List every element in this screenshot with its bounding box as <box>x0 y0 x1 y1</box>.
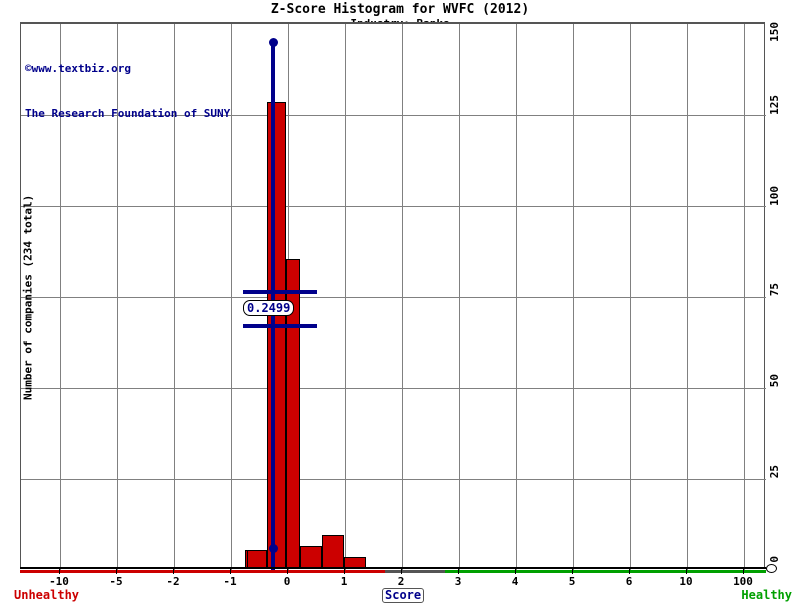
x-tick-label: -5 <box>109 575 123 588</box>
gridline-horizontal <box>21 388 766 389</box>
histogram-bar <box>267 102 286 568</box>
x-tick-label: 0 <box>283 575 291 588</box>
score-marker-dot-top <box>268 38 278 47</box>
x-tick <box>173 569 174 574</box>
x-tick <box>401 569 402 574</box>
plot-area: Number of companies (234 total) ©www.tex… <box>20 22 766 570</box>
x-tick <box>515 569 516 574</box>
y-tick-label: 75 <box>768 283 781 297</box>
gridline-horizontal <box>21 297 766 298</box>
x-tick <box>572 569 573 574</box>
histogram-bar <box>300 546 322 568</box>
score-marker-dot-bottom <box>268 544 278 553</box>
x-tick <box>629 569 630 574</box>
score-whisker-upper <box>243 290 317 294</box>
histogram-bar <box>322 535 344 568</box>
x-axis-title: Score <box>382 588 425 603</box>
gridline-horizontal <box>21 115 766 116</box>
axis-strip-unhealthy <box>20 570 385 573</box>
x-tick-label: 3 <box>454 575 462 588</box>
x-tick <box>344 569 345 574</box>
credits-block: ©www.textbiz.org The Research Foundation… <box>25 31 230 151</box>
axis-strip-healthy <box>445 570 766 573</box>
x-tick-label: 1 <box>340 575 348 588</box>
healthy-label: Healthy <box>741 588 792 602</box>
x-axis-line <box>20 567 766 569</box>
y-tick-label: 150 <box>768 22 781 42</box>
x-tick <box>458 569 459 574</box>
y-tick-label: 100 <box>768 186 781 206</box>
axis-end-marker <box>766 564 777 573</box>
gridline-horizontal <box>21 479 766 480</box>
score-whisker-lower <box>243 324 317 328</box>
histogram-bar <box>247 550 267 568</box>
x-tick <box>743 569 744 574</box>
x-tick-label: -10 <box>49 575 69 588</box>
x-tick <box>686 569 687 574</box>
x-tick-label: 6 <box>625 575 633 588</box>
x-tick-label: 5 <box>568 575 576 588</box>
x-tick-label: -2 <box>166 575 180 588</box>
y-tick-label: 125 <box>768 95 781 115</box>
score-marker-label: 0.2499 <box>243 300 295 316</box>
credits-line-1: ©www.textbiz.org <box>25 62 131 75</box>
y-tick-label: 25 <box>768 465 781 479</box>
x-tick <box>116 569 117 574</box>
x-tick-label: -1 <box>223 575 237 588</box>
x-tick-label: 2 <box>397 575 405 588</box>
x-tick-label: 10 <box>679 575 693 588</box>
x-tick <box>230 569 231 574</box>
chart-title: Z-Score Histogram for WVFC (2012) <box>270 2 530 17</box>
x-tick-label: 4 <box>511 575 519 588</box>
x-tick <box>287 569 288 574</box>
gridline-horizontal <box>21 206 766 207</box>
x-tick <box>59 569 60 574</box>
unhealthy-label: Unhealthy <box>14 588 80 602</box>
credits-line-2: The Research Foundation of SUNY <box>25 107 231 120</box>
y-tick-label: 50 <box>768 374 781 388</box>
y-tick-label: 0 <box>768 556 781 563</box>
x-tick-label: 100 <box>733 575 753 588</box>
